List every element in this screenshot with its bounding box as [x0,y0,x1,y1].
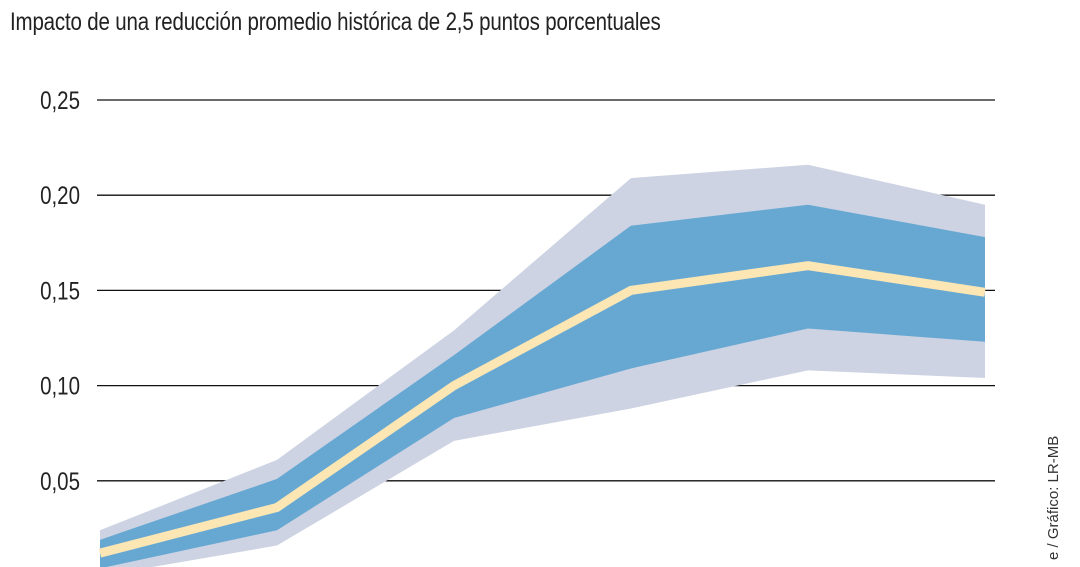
y-tick-label: 0,25 [40,86,80,114]
central-estimate-line [98,261,986,558]
y-tick-label: 0,05 [40,467,80,495]
y-tick-label: 0,15 [40,276,80,304]
chart-subtitle: Impacto de una reducción promedio histór… [10,8,661,36]
y-tick-label: 0,10 [40,372,80,400]
source-credit: e / Gráfico: LR-MB [1045,435,1062,560]
y-tick-label: 0 [69,562,80,567]
y-tick-label: 0,20 [40,181,80,209]
